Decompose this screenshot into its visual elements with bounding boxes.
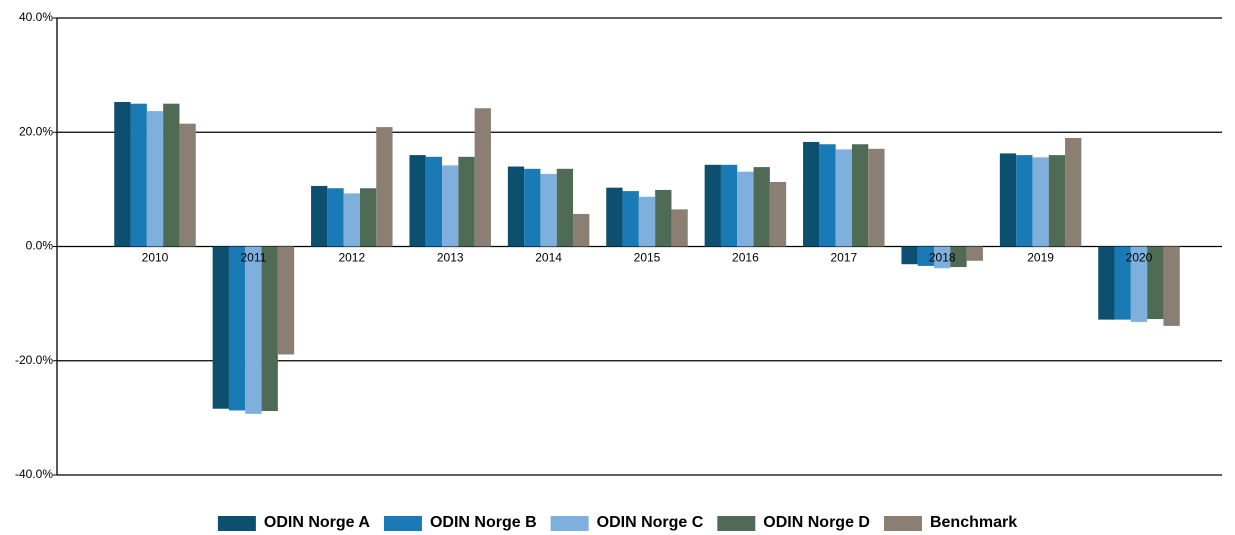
bar xyxy=(753,167,770,247)
x-tick-label: 2013 xyxy=(437,251,464,265)
y-tick-label: 20.0% xyxy=(19,124,53,138)
bar xyxy=(573,213,590,247)
bar xyxy=(606,187,623,247)
legend-label: ODIN Norge D xyxy=(763,514,870,531)
bar xyxy=(425,156,443,247)
bar xyxy=(474,108,491,247)
bar xyxy=(179,123,196,247)
bar xyxy=(359,188,377,247)
bar xyxy=(655,189,672,247)
bar xyxy=(114,101,131,247)
bar xyxy=(327,188,344,247)
legend-label: Benchmark xyxy=(930,514,1017,531)
bar xyxy=(950,246,967,268)
bar xyxy=(835,149,852,247)
bar xyxy=(343,193,360,247)
y-tick-label: -20.0% xyxy=(15,353,53,367)
bar xyxy=(524,168,541,247)
x-tick-label: 2016 xyxy=(732,251,759,265)
bar xyxy=(671,209,688,247)
legend-swatch xyxy=(550,516,589,531)
y-tick-label: 40.0% xyxy=(19,10,53,24)
bar xyxy=(458,156,475,247)
bar xyxy=(163,103,180,247)
x-tick-label: 2011 xyxy=(240,251,266,265)
bar xyxy=(1016,155,1033,247)
bar xyxy=(130,103,147,247)
bar xyxy=(638,196,656,247)
x-tick-label: 2019 xyxy=(1027,251,1054,265)
legend-label: ODIN Norge A xyxy=(264,514,371,531)
bar xyxy=(720,164,738,247)
bar xyxy=(966,246,983,261)
legend-swatch xyxy=(883,516,922,531)
legend-label: ODIN Norge C xyxy=(597,514,704,531)
bar xyxy=(277,246,295,355)
x-tick-label: 2012 xyxy=(338,251,365,265)
y-tick-label: 0.0% xyxy=(26,239,54,253)
bar xyxy=(704,164,721,247)
bar xyxy=(311,185,328,247)
legend-swatch xyxy=(717,516,756,531)
bar xyxy=(868,148,885,247)
legend-swatch xyxy=(383,516,422,531)
bar xyxy=(1147,246,1164,320)
bar xyxy=(146,111,164,247)
x-tick-label: 2018 xyxy=(929,251,956,265)
bar xyxy=(999,153,1017,247)
bar xyxy=(442,165,459,247)
bar xyxy=(1130,246,1148,322)
bar xyxy=(376,127,393,247)
bar xyxy=(540,173,557,247)
bar xyxy=(228,246,246,411)
bar xyxy=(1065,137,1082,247)
bar xyxy=(245,246,262,414)
bar xyxy=(1032,157,1049,247)
bar xyxy=(261,246,278,412)
bar xyxy=(819,144,836,247)
bar xyxy=(1048,155,1066,247)
bar xyxy=(934,246,951,269)
x-tick-label: 2017 xyxy=(830,251,857,265)
bar xyxy=(1163,246,1180,326)
x-tick-label: 2015 xyxy=(634,251,661,265)
bar xyxy=(1098,246,1115,320)
bar xyxy=(212,246,229,409)
bar xyxy=(851,144,869,247)
x-tick-label: 2014 xyxy=(535,251,562,265)
bar xyxy=(409,155,426,247)
bar xyxy=(507,166,525,247)
legend-label: ODIN Norge B xyxy=(430,514,537,531)
bar xyxy=(622,191,639,247)
legend-swatch xyxy=(217,516,256,531)
bar xyxy=(769,181,787,247)
y-tick-label: -40.0% xyxy=(15,467,53,481)
bar xyxy=(803,141,820,247)
x-tick-label: 2010 xyxy=(142,251,169,265)
bar xyxy=(1114,246,1131,320)
bar xyxy=(917,246,935,266)
bar xyxy=(901,246,918,265)
bar xyxy=(556,168,574,247)
x-tick-label: 2020 xyxy=(1126,251,1153,265)
bar xyxy=(737,171,754,247)
